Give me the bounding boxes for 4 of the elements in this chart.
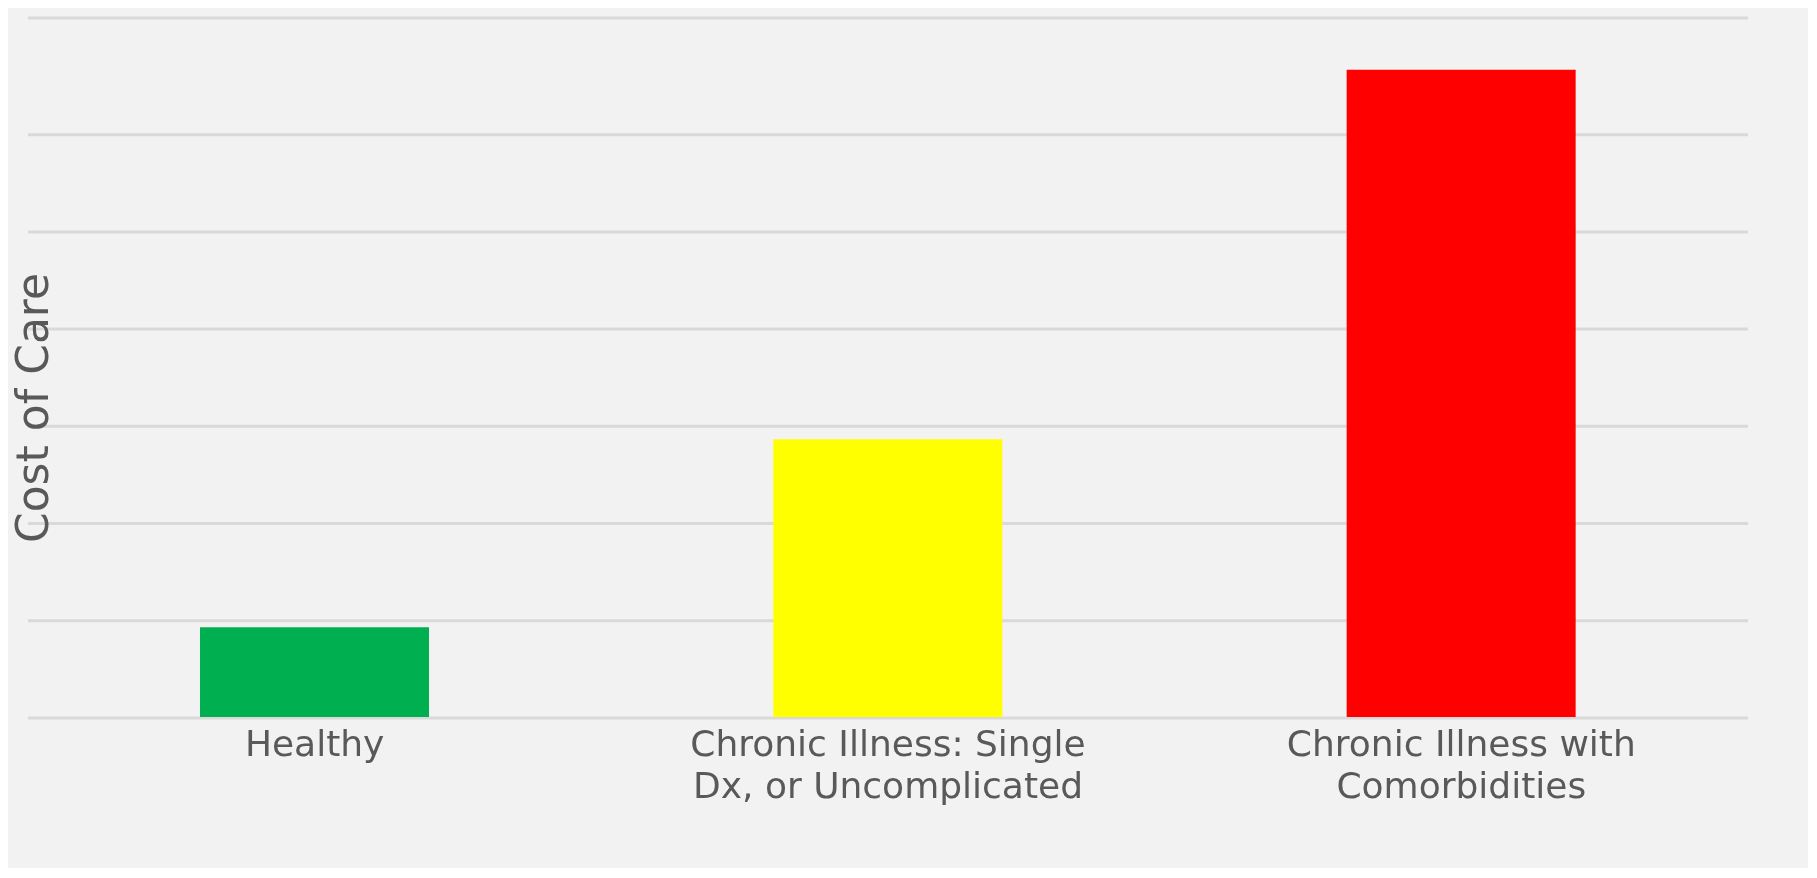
x-tick-label: Chronic Illness: Single Dx, or Uncomplicated <box>690 723 1086 806</box>
y-axis-title: Cost of Care <box>7 272 58 544</box>
x-tick-label: Chronic Illness with Comorbidities <box>1286 723 1636 806</box>
x-tick-label: Healthy <box>244 723 385 764</box>
